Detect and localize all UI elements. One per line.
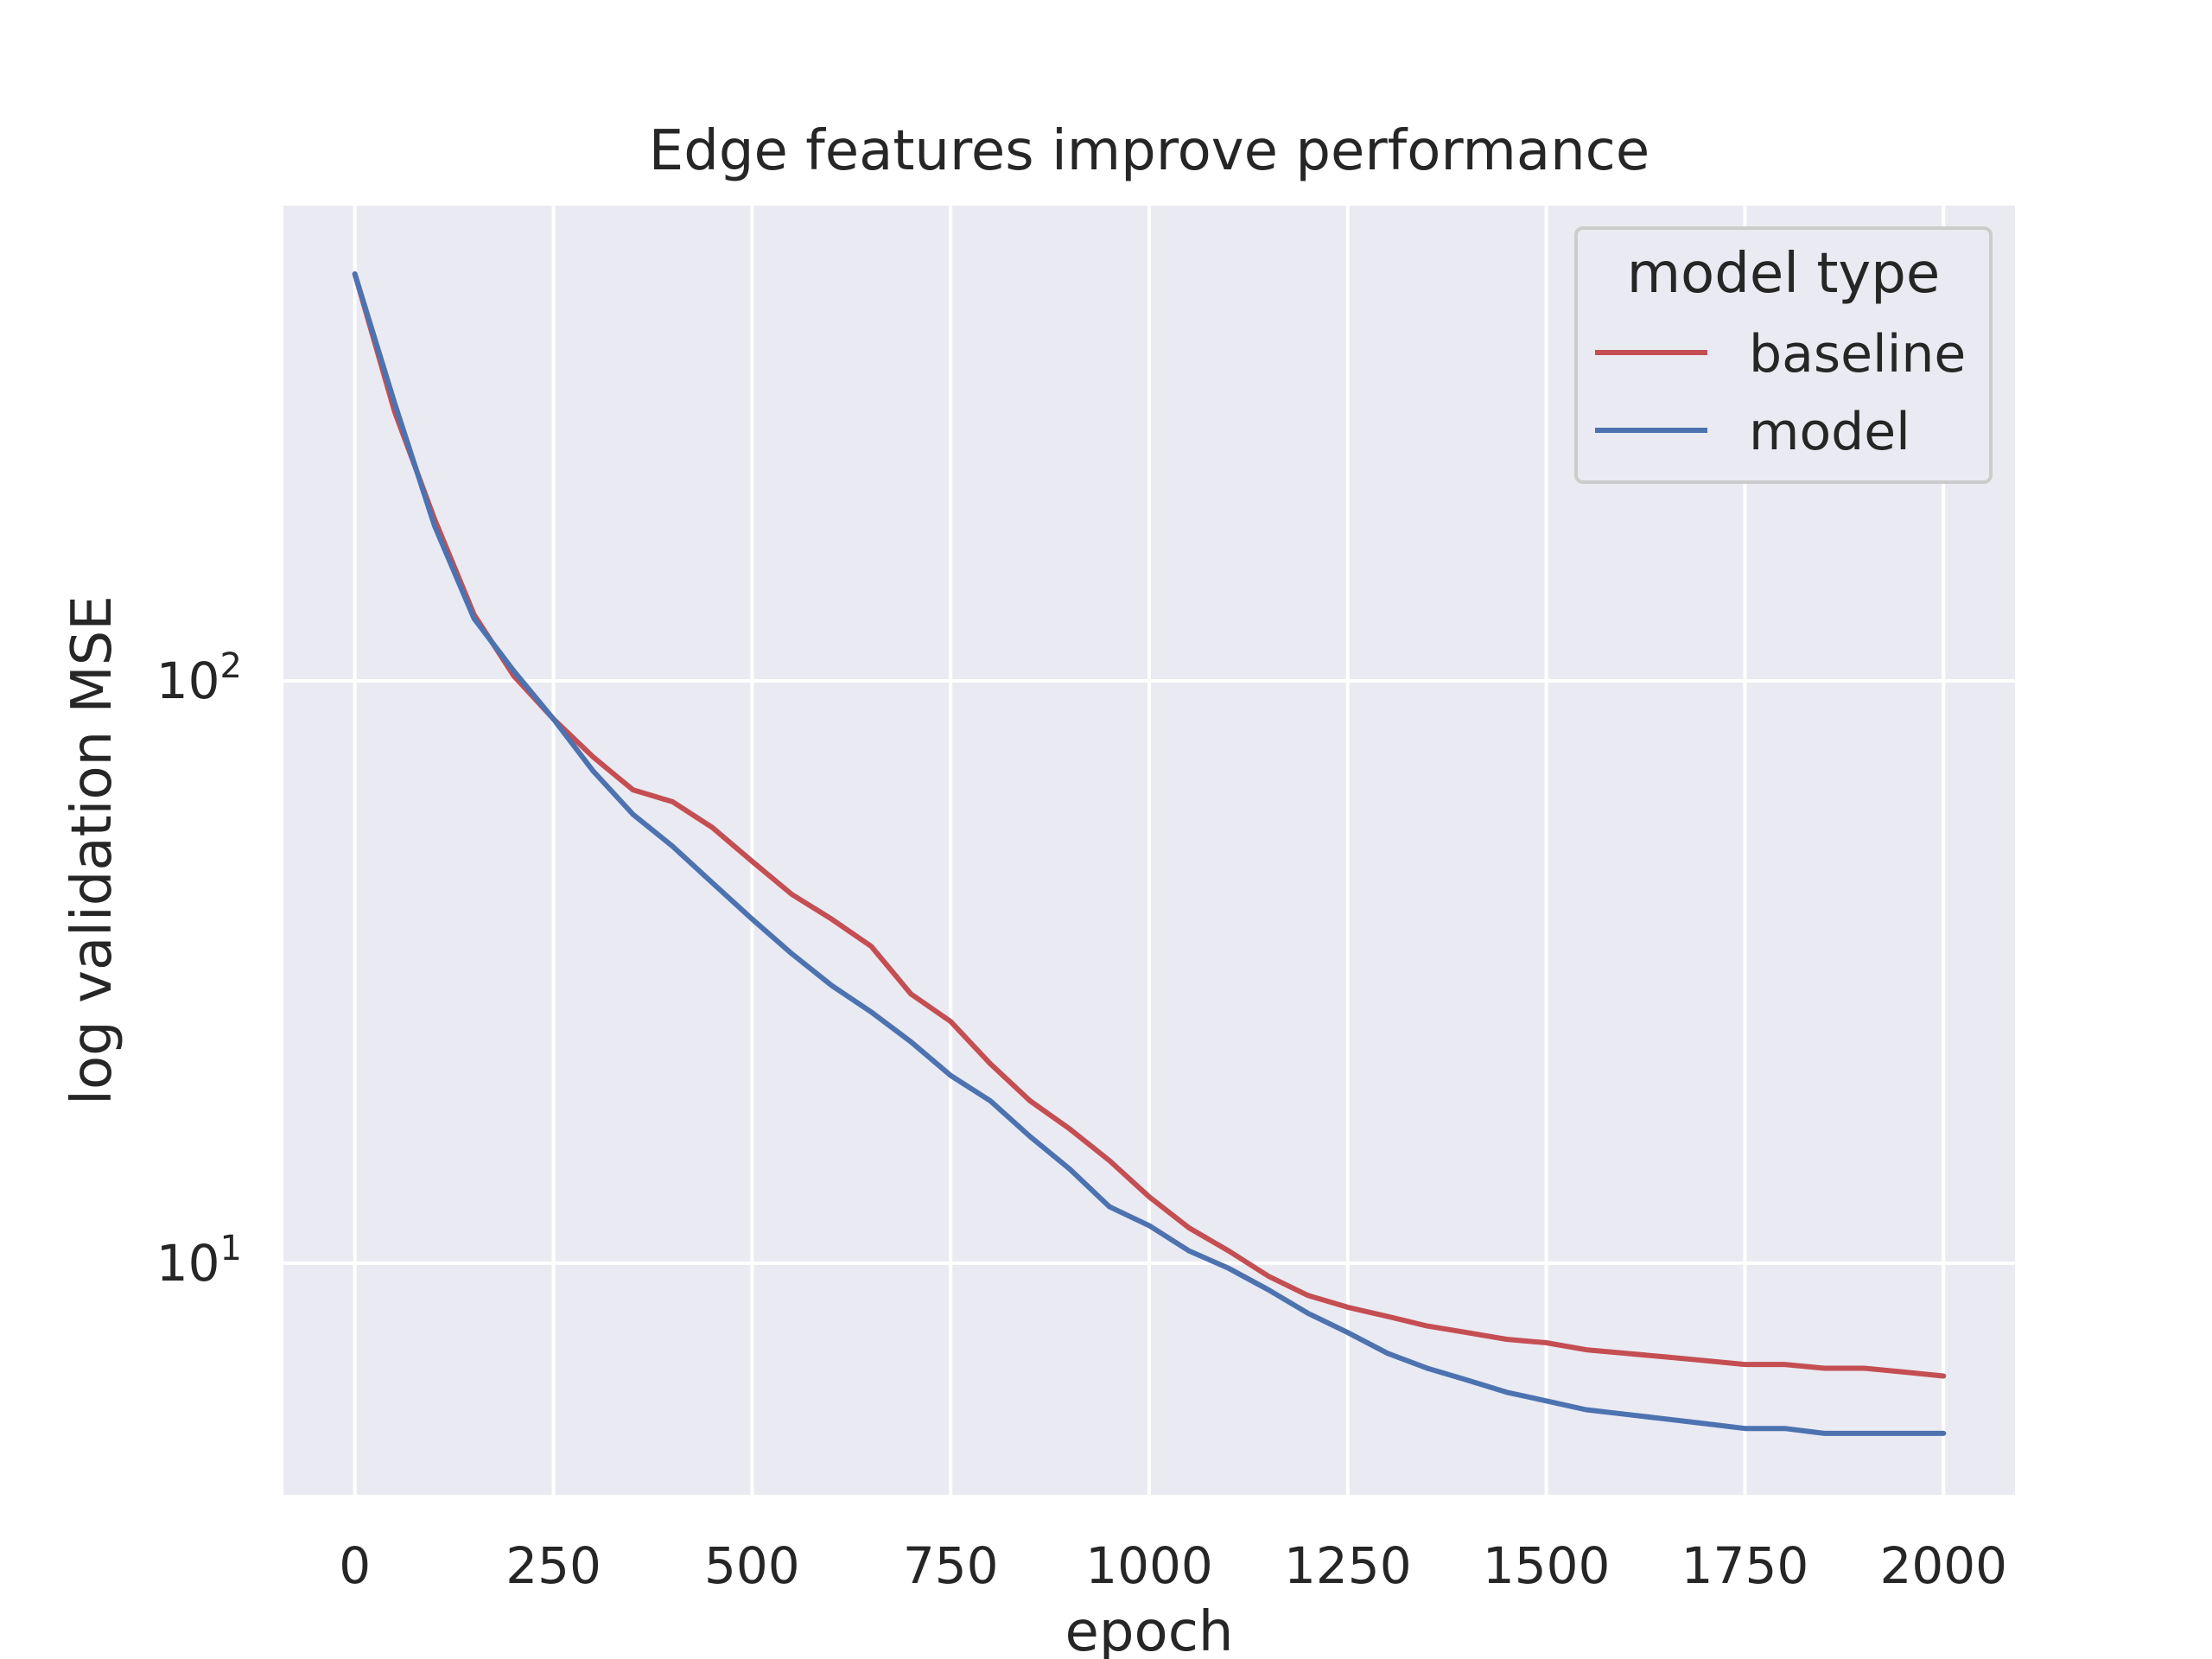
x-tick-label: 0 [339,1536,371,1595]
x-tick-label: 1250 [1284,1536,1412,1595]
chart-title: Edge features improve performance [649,119,1649,183]
x-tick-label: 2000 [1879,1536,2007,1595]
legend: model type baseline model [1574,226,1993,484]
x-tick-label: 1750 [1681,1536,1809,1595]
x-tick-label: 1500 [1483,1536,1611,1595]
x-tick-label: 500 [704,1536,800,1595]
y-axis-label: log validation MSE [60,595,124,1105]
legend-label-model: model [1749,402,1910,462]
x-tick-label: 750 [903,1536,999,1595]
legend-label-baseline: baseline [1749,324,1966,385]
legend-title: model type [1627,242,1941,306]
legend-box [1574,226,1993,484]
tick-layer: 0 250 500 750 1000 1250 1500 1750 2000 101 102 [156,646,2007,1595]
series-layer [352,271,1947,1436]
series-line-model [352,271,1947,1436]
x-tick-label: 250 [505,1536,601,1595]
y-tick-label: 101 [156,1229,242,1293]
series-line-baseline [352,271,1947,1379]
x-axis-label: epoch [1065,1600,1234,1659]
x-tick-label: 1000 [1085,1536,1213,1595]
y-tick-label: 102 [156,646,242,710]
